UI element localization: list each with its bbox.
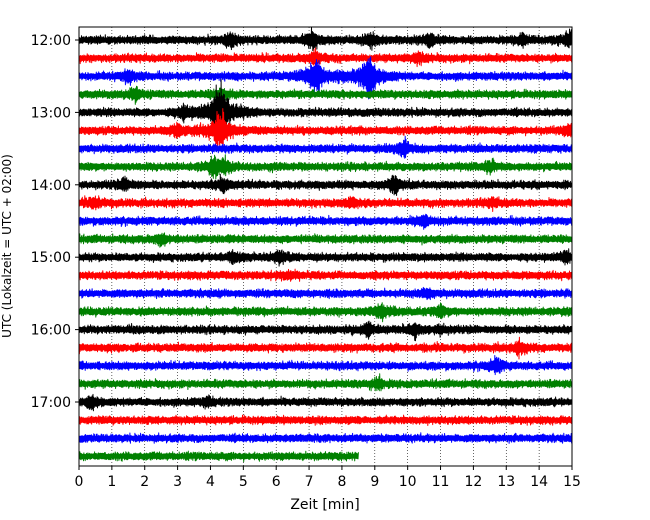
trace-row-7 bbox=[78, 154, 573, 180]
trace-row-0 bbox=[78, 26, 573, 52]
trace-row-5 bbox=[78, 108, 573, 148]
x-tick-label: 13 bbox=[497, 474, 515, 490]
trace-row-3 bbox=[78, 85, 573, 105]
x-tick-label: 15 bbox=[563, 474, 581, 490]
x-tick-label: 14 bbox=[530, 474, 548, 490]
x-tick-label: 1 bbox=[107, 474, 116, 490]
x-tick-label: 5 bbox=[239, 474, 248, 490]
trace-row-22 bbox=[78, 432, 573, 444]
trace-row-23 bbox=[78, 450, 359, 463]
y-axis: 12:00 13:00 14:00 15:00 16:00 17:00 bbox=[31, 33, 79, 411]
trace-row-15 bbox=[78, 302, 573, 323]
y-tick-label: 13:00 bbox=[31, 105, 71, 121]
trace-row-6 bbox=[78, 135, 573, 159]
x-tick-label: 11 bbox=[432, 474, 450, 490]
y-tick-label: 12:00 bbox=[31, 33, 71, 49]
grid-lines bbox=[111, 27, 540, 466]
trace-row-18 bbox=[78, 355, 573, 376]
x-tick-label: 9 bbox=[370, 474, 379, 490]
y-axis-label: UTC (Lokalzeit = UTC + 02:00) bbox=[0, 154, 14, 338]
seismic-traces bbox=[78, 26, 573, 463]
x-axis: 0 1 2 3 4 5 6 7 8 9 10 11 12 13 14 15 bbox=[75, 466, 581, 490]
trace-row-2 bbox=[78, 56, 573, 100]
x-tick-label: 6 bbox=[272, 474, 281, 490]
trace-row-16 bbox=[78, 320, 573, 342]
plot-area bbox=[78, 26, 573, 467]
x-tick-label: 10 bbox=[399, 474, 417, 490]
trace-row-13 bbox=[78, 268, 573, 282]
trace-row-14 bbox=[78, 286, 573, 301]
y-tick-label: 16:00 bbox=[31, 323, 71, 339]
trace-row-19 bbox=[78, 373, 573, 392]
trace-row-20 bbox=[78, 393, 573, 412]
trace-row-12 bbox=[78, 248, 573, 267]
trace-row-11 bbox=[78, 232, 573, 248]
trace-row-21 bbox=[78, 414, 573, 426]
x-tick-label: 3 bbox=[173, 474, 182, 490]
x-tick-label: 4 bbox=[206, 474, 215, 490]
trace-row-8 bbox=[78, 173, 573, 196]
y-tick-label: 15:00 bbox=[31, 250, 71, 266]
x-tick-label: 0 bbox=[75, 474, 84, 490]
y-tick-label: 14:00 bbox=[31, 178, 71, 194]
trace-row-10 bbox=[78, 213, 573, 230]
trace-row-17 bbox=[78, 336, 573, 360]
trace-row-9 bbox=[78, 195, 573, 212]
trace-row-1 bbox=[78, 47, 573, 69]
y-tick-label: 17:00 bbox=[31, 395, 71, 411]
x-tick-label: 7 bbox=[305, 474, 314, 490]
x-axis-label: Zeit [min] bbox=[290, 497, 359, 513]
plot-frame bbox=[78, 26, 573, 467]
trace-row-4 bbox=[78, 79, 573, 141]
x-tick-label: 12 bbox=[464, 474, 482, 490]
x-tick-label: 8 bbox=[337, 474, 346, 490]
x-tick-label: 2 bbox=[140, 474, 149, 490]
